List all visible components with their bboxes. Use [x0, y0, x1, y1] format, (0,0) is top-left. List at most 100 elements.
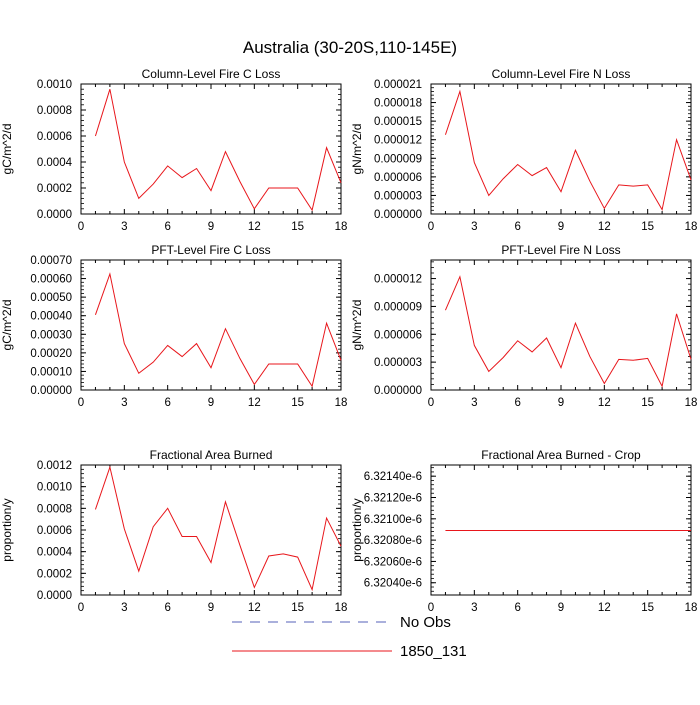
x-tick-label: 6: [514, 602, 520, 614]
x-tick-label: 15: [641, 602, 654, 614]
y-tick-label: 0.0010: [37, 482, 72, 494]
x-tick-label: 0: [428, 602, 434, 614]
x-tick-label: 3: [121, 221, 127, 233]
panel-title: PFT-Level Fire C Loss: [151, 243, 270, 257]
y-tick-label: 0.000009: [374, 301, 422, 313]
y-tick-label: 0.000009: [374, 153, 422, 165]
x-tick-label: 15: [291, 602, 304, 614]
x-tick-label: 15: [291, 221, 304, 233]
panel-title: Column-Level Fire N Loss: [492, 67, 631, 81]
x-tick-label: 18: [685, 397, 698, 409]
x-tick-label: 18: [335, 602, 348, 614]
y-tick-label: 0.000003: [374, 357, 422, 369]
x-tick-label: 6: [164, 221, 170, 233]
x-tick-label: 12: [598, 397, 611, 409]
y-tick-label: 0.0004: [37, 547, 73, 559]
y-axis-label: proportion/y: [350, 498, 364, 561]
y-axis-label: gC/m^2/d: [0, 124, 14, 175]
y-tick-label: 0.000000: [374, 209, 422, 221]
panel-4: PFT-Level Fire N Loss 0 3 6 9 12 15 18 0.000000 0…: [350, 243, 697, 409]
x-tick-label: 12: [598, 221, 611, 233]
y-tick-label: 0.000012: [374, 274, 422, 286]
y-tick-label: 0.0000: [37, 209, 72, 221]
y-tick-label: 0.00040: [30, 311, 72, 323]
series-line: [94, 465, 342, 592]
x-tick-label: 18: [335, 221, 348, 233]
series-line: [444, 89, 692, 212]
y-tick-label: 6.32040e-6: [364, 578, 422, 590]
panel-2: Column-Level Fire N Loss 0 3 6 9 12 15 18 0.0000…: [350, 67, 697, 233]
series-line: [444, 275, 692, 388]
y-tick-label: 0.00030: [30, 329, 72, 341]
y-tick-label: 0.00000: [30, 385, 72, 397]
x-tick-label: 0: [78, 397, 84, 409]
x-tick-label: 18: [335, 397, 348, 409]
y-axis-label: gN/m^2/d: [350, 300, 364, 351]
x-tick-label: 3: [471, 221, 477, 233]
panel-title: Fractional Area Burned - Crop: [481, 448, 641, 462]
x-tick-label: 3: [121, 602, 127, 614]
y-tick-label: 6.32140e-6: [364, 471, 422, 483]
x-tick-label: 9: [208, 397, 214, 409]
series-line: [94, 272, 342, 388]
y-tick-label: 0.00070: [30, 255, 72, 267]
x-tick-label: 9: [208, 602, 214, 614]
y-tick-label: 0.0008: [37, 503, 72, 515]
panel-5: Fractional Area Burned 0 3 6 9 12 15 18 0.0000 0.…: [0, 448, 347, 614]
x-tick-label: 6: [164, 602, 170, 614]
x-tick-label: 9: [558, 602, 564, 614]
x-tick-label: 9: [558, 221, 564, 233]
x-tick-label: 0: [78, 221, 84, 233]
x-tick-label: 18: [685, 602, 698, 614]
y-tick-label: 0.00020: [30, 348, 72, 360]
y-tick-label: 0.000000: [374, 385, 422, 397]
y-tick-label: 0.000006: [374, 172, 422, 184]
y-tick-label: 0.0012: [37, 460, 72, 472]
panel-title: Fractional Area Burned: [150, 448, 273, 462]
y-tick-label: 0.0002: [37, 568, 72, 580]
panel-6: Fractional Area Burned - Crop 0 3 6 9 12 15 18 6…: [350, 448, 697, 614]
legend: No Obs 1850_131: [232, 614, 467, 660]
series-line: [94, 89, 342, 212]
y-tick-label: 0.00010: [30, 366, 72, 378]
y-tick-label: 0.000006: [374, 329, 422, 341]
y-tick-label: 0.0010: [37, 79, 72, 91]
panel-title: PFT-Level Fire N Loss: [501, 243, 620, 257]
y-tick-label: 0.0002: [37, 183, 72, 195]
x-tick-label: 12: [248, 397, 261, 409]
y-tick-label: 0.000015: [374, 116, 422, 128]
y-tick-label: 0.0000: [37, 590, 72, 602]
x-tick-label: 15: [291, 397, 304, 409]
x-tick-label: 3: [471, 397, 477, 409]
y-tick-label: 0.00060: [30, 274, 72, 286]
x-tick-label: 3: [121, 397, 127, 409]
x-tick-label: 15: [641, 397, 654, 409]
panel-title: Column-Level Fire C Loss: [142, 67, 281, 81]
plot-frame: [80, 464, 342, 596]
y-axis-label: gN/m^2/d: [350, 124, 364, 175]
x-tick-label: 0: [78, 602, 84, 614]
x-tick-label: 12: [248, 602, 261, 614]
y-tick-label: 0.0008: [37, 105, 72, 117]
x-tick-label: 6: [514, 397, 520, 409]
panel-3: PFT-Level Fire C Loss 0 3 6 9 12 15 18 0.00000 0.…: [0, 243, 347, 409]
y-tick-label: 0.0006: [37, 525, 72, 537]
x-tick-label: 18: [685, 221, 698, 233]
y-tick-label: 6.32100e-6: [364, 514, 422, 526]
plot-frame: [430, 464, 692, 596]
x-tick-label: 9: [558, 397, 564, 409]
x-tick-label: 15: [641, 221, 654, 233]
panel-1: Column-Level Fire C Loss 0 3 6 9 12 15 18 0.0000…: [0, 67, 347, 233]
legend-label-model: 1850_131: [400, 643, 467, 660]
figure-title: Australia (30-20S,110-145E): [243, 38, 457, 57]
y-axis-label: gC/m^2/d: [0, 300, 14, 351]
y-tick-label: 0.00050: [30, 292, 72, 304]
x-tick-label: 9: [208, 221, 214, 233]
y-tick-label: 6.32080e-6: [364, 535, 422, 547]
y-tick-label: 6.32060e-6: [364, 556, 422, 568]
x-tick-label: 0: [428, 221, 434, 233]
y-tick-label: 0.000018: [374, 98, 422, 110]
x-tick-label: 12: [248, 221, 261, 233]
legend-label-obs: No Obs: [400, 614, 451, 631]
